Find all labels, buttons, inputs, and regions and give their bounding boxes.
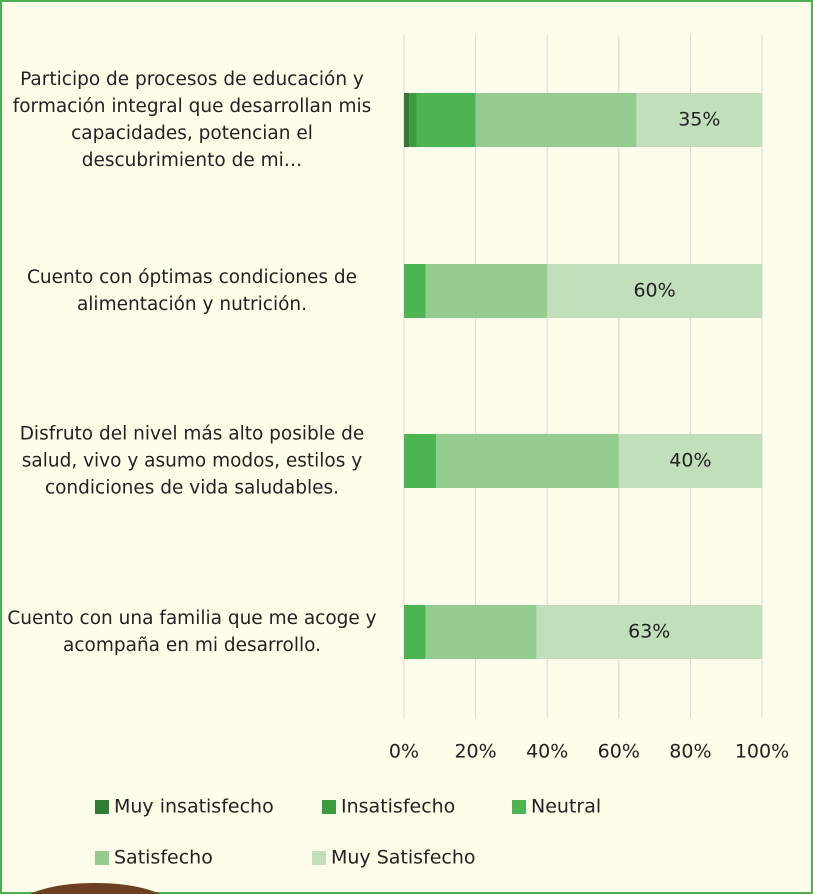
x-tick-label: 0%: [389, 741, 419, 763]
bar-segment: [425, 264, 547, 318]
category-label: Cuento con una familia que me acoge y ac…: [6, 605, 378, 659]
legend-swatch: [512, 800, 526, 814]
category-label: Participo de procesos de educación y for…: [6, 66, 378, 174]
category-label: Disfruto del nivel más alto posible de s…: [6, 421, 378, 502]
legend-label: Insatisfecho: [341, 796, 455, 818]
bar-segment: [425, 605, 536, 659]
bar-segment: [476, 93, 637, 147]
bar-segment: [436, 434, 619, 488]
bar-segment: [404, 93, 409, 147]
legend-label: Muy insatisfecho: [114, 796, 274, 818]
bar-segment: [404, 264, 425, 318]
data-label: 63%: [628, 621, 670, 643]
data-label: 60%: [633, 280, 675, 302]
x-tick-label: 100%: [735, 741, 789, 763]
x-tick-label: 20%: [454, 741, 496, 763]
bar-segment: [409, 93, 416, 147]
legend-swatch: [322, 800, 336, 814]
legend-label: Neutral: [531, 796, 601, 818]
data-label: 35%: [678, 109, 720, 131]
bar-segment: [404, 605, 425, 659]
x-tick-label: 60%: [598, 741, 640, 763]
legend-swatch: [95, 851, 109, 865]
legend-label: Muy Satisfecho: [331, 847, 476, 869]
legend-label: Satisfecho: [114, 847, 213, 869]
x-tick-label: 80%: [669, 741, 711, 763]
x-tick-label: 40%: [526, 741, 568, 763]
legend-swatch: [95, 800, 109, 814]
chart-frame: 0% 20% 40% 60% 80% 100% 35% 60% 40% 63% Muy insati…: [0, 0, 813, 894]
legend-swatch: [312, 851, 326, 865]
bar-segment: [417, 93, 476, 147]
data-label: 40%: [669, 450, 711, 472]
bar-segment: [404, 434, 436, 488]
category-label: Cuento con óptimas condiciones de alimen…: [6, 264, 378, 318]
